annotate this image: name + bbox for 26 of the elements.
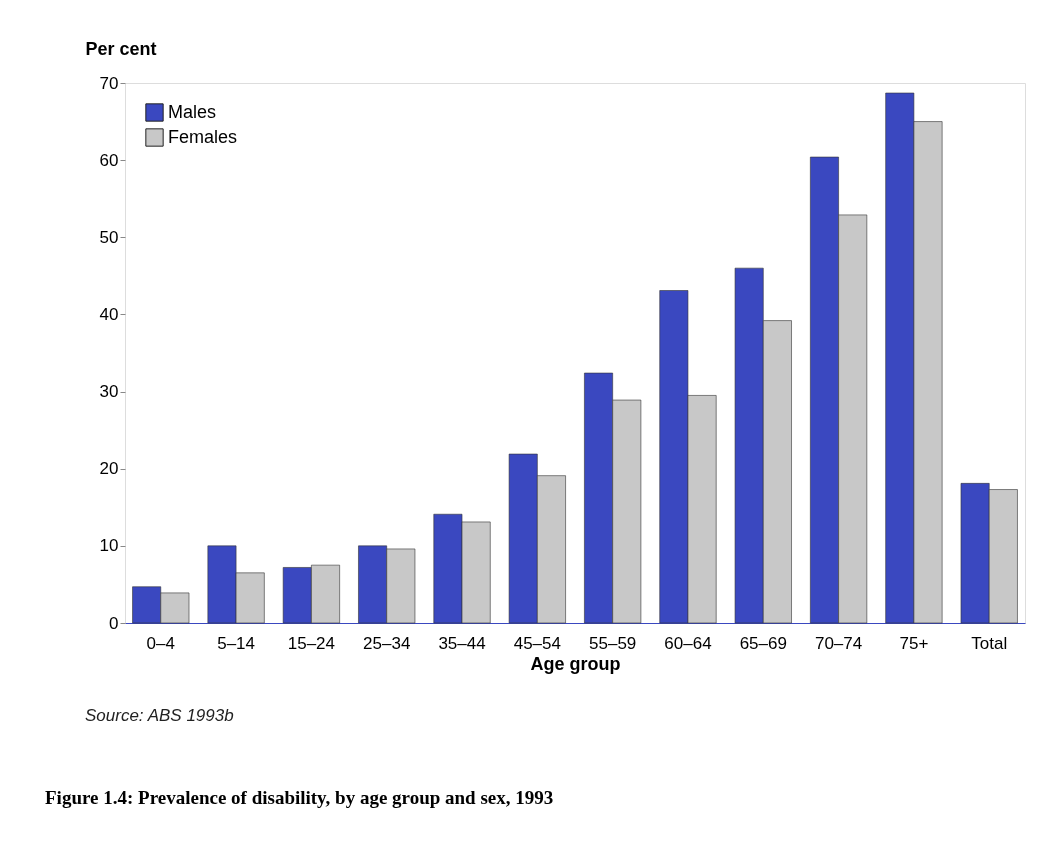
y-tick-label: 10 <box>99 536 119 556</box>
y-tick-label: 40 <box>99 304 119 324</box>
y-tick-label: 70 <box>99 73 119 93</box>
x-tick-label: 0–4 <box>146 633 175 653</box>
x-tick-label: Total <box>971 633 1008 653</box>
x-tick-label: 25–34 <box>363 633 411 653</box>
source-note: Source: ABS 1993b <box>85 706 234 725</box>
x-tick-label: 15–24 <box>287 633 336 653</box>
y-tick-label: 60 <box>99 150 119 170</box>
x-tick-label: 5–14 <box>217 633 255 653</box>
y-axis-title: Per cent <box>85 38 157 59</box>
x-tick-label: 60–64 <box>664 633 712 653</box>
y-tick-label: 30 <box>99 382 119 402</box>
legend-label: Males <box>168 101 217 122</box>
x-tick-label: 75+ <box>899 633 929 653</box>
y-tick-label: 20 <box>99 459 119 479</box>
x-tick-label: 65–69 <box>739 633 787 653</box>
text: Figure 1.4: Prevalence of disability, by age group and sex, 1993 <box>45 787 554 808</box>
y-tick-label: 50 <box>99 227 119 247</box>
x-axis-title: Age group <box>530 653 621 674</box>
x-tick-label: 70–74 <box>814 633 863 653</box>
x-tick-label: 45–54 <box>513 633 561 653</box>
legend-label: Females <box>168 126 238 147</box>
y-tick-label: 0 <box>109 613 119 633</box>
x-tick-label: 55–59 <box>589 633 637 653</box>
x-tick-label: 35–44 <box>438 633 486 653</box>
